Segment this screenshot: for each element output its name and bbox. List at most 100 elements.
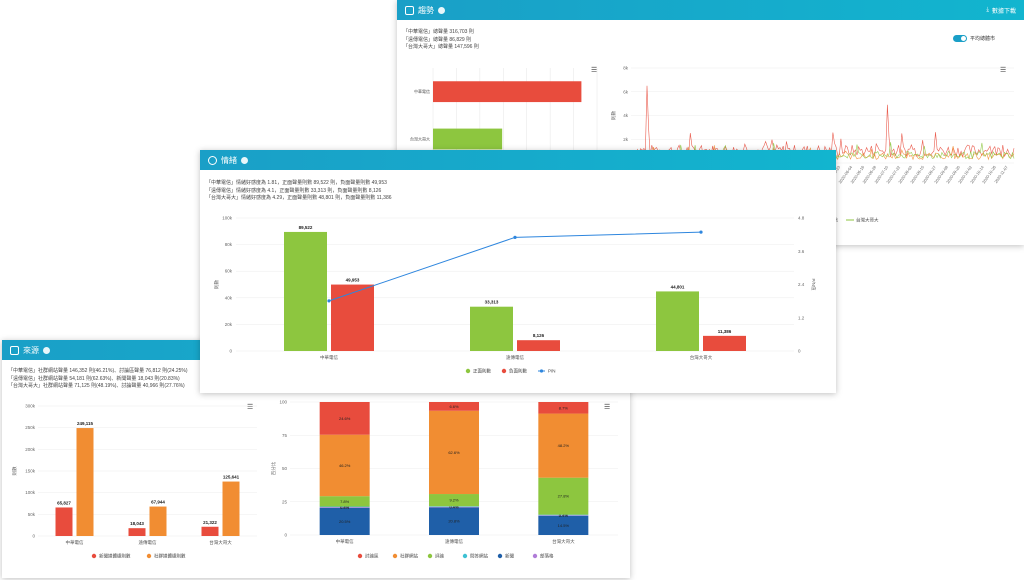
tick-label: 75 — [282, 433, 288, 438]
bar — [656, 291, 699, 351]
data-label: 44,801 — [671, 284, 685, 289]
legend-label: 評論 — [435, 553, 444, 560]
legend-label: 社群網站 — [400, 553, 418, 560]
sentiment-panel: 情緒 「中華電信」情緒好感度為 1.81，正面聲量則數 89,522 則，負面聲… — [200, 150, 836, 393]
axis-label: 百分比 — [270, 461, 277, 475]
bar — [149, 506, 167, 536]
data-label: 33,313 — [485, 300, 499, 305]
bar — [331, 284, 374, 351]
data-label: 6.6% — [449, 404, 459, 409]
bar — [55, 507, 73, 536]
axis-label: P/N值 — [810, 278, 817, 291]
chart-menu-icon[interactable]: ☰ — [591, 67, 598, 74]
legend-marker — [427, 553, 433, 559]
source-summary-line: 「中華電信」社群網站聲量 146,352 則(46.21%)、討論區聲量 76,… — [8, 368, 188, 374]
bar-segment — [429, 402, 479, 411]
category-label: 台灣大哥大 — [690, 354, 713, 361]
data-label: 249,115 — [77, 421, 94, 426]
tick-label: 200k — [25, 447, 36, 452]
sentiment-summary: 「中華電信」情緒好感度為 1.81，正面聲量則數 89,522 則，負面聲量則數… — [200, 170, 836, 203]
bar-segment — [429, 507, 479, 535]
legend-marker — [91, 553, 97, 559]
sentiment-header: 情緒 — [200, 150, 836, 170]
tick-label: 100 — [279, 400, 287, 405]
category-label: 中華電信 — [336, 538, 354, 545]
data-label: 14.5% — [558, 523, 570, 528]
bar-segment — [538, 477, 589, 515]
info-icon[interactable] — [43, 346, 50, 354]
pn-point — [327, 299, 331, 303]
pn-point — [699, 230, 703, 234]
smile-icon — [208, 155, 217, 165]
info-icon[interactable] — [438, 6, 445, 14]
sentiment-chart: 0 20k 40k 60k 80k 100k 0 1.2 2.4 3.6 4.8 則數 P/N值 89,5… — [213, 216, 817, 375]
source-summary-line: 「台灣大哥大」社群網站聲量 71,125 則(48.19%)、討論聲量 40,9… — [8, 383, 185, 389]
bar — [703, 335, 746, 351]
data-label: 62.6% — [448, 450, 460, 455]
trend-header: 趨勢 ⤓ 數據下載 — [397, 0, 1024, 20]
category-label: 中華電信 — [414, 88, 430, 94]
legend-marker — [357, 553, 363, 559]
bar-segment — [538, 402, 589, 414]
data-label: 20.8% — [448, 519, 460, 524]
tick-label: 3.6 — [798, 249, 805, 254]
pn-point — [513, 235, 517, 239]
info-icon[interactable] — [241, 156, 248, 164]
data-label: 21,322 — [203, 520, 217, 525]
axis-label: 則數 — [213, 280, 220, 289]
category-label: 遠傳電信 — [445, 538, 463, 545]
tick-label: 100k — [25, 490, 36, 495]
legend-label: 正面則數 — [473, 368, 491, 375]
legend-label: 討論區 — [365, 553, 379, 560]
toggle-switch[interactable] — [953, 35, 967, 42]
chart-icon — [10, 345, 19, 355]
data-label: 125,641 — [223, 475, 240, 480]
tick-label: 6k — [623, 89, 629, 94]
tick-label: 40k — [225, 295, 233, 300]
legend-label: 部落格 — [540, 553, 554, 560]
download-icon: ⤓ — [986, 6, 989, 13]
legend-label: 負面則數 — [509, 368, 527, 375]
tick-label: 50 — [282, 466, 288, 471]
tick-label: 4.8 — [798, 216, 805, 221]
legend-marker — [146, 553, 152, 559]
legend-label: 新聞媒體總則數 — [99, 553, 131, 560]
sentiment-summary-line: 「台灣大哥大」情緒好感度為 4.29，正面聲量則數 48,801 則，負面聲量則… — [206, 195, 392, 201]
data-label: 24.6% — [339, 416, 351, 421]
source-summary: 「中華電信」社群網站聲量 146,352 則(46.21%)、討論區聲量 76,… — [2, 360, 630, 391]
bar-segment — [319, 506, 370, 508]
tick-label: 0 — [284, 533, 287, 538]
data-label: 89,522 — [299, 225, 313, 230]
bar-segment — [429, 494, 479, 507]
average-toggle[interactable]: 平均總體市 — [953, 35, 995, 42]
data-label: 46.2% — [339, 463, 351, 468]
chart-menu-icon[interactable]: ☰ — [604, 404, 611, 411]
legend-label: P/N — [548, 369, 556, 374]
bar-segment — [319, 434, 370, 497]
legend-label: 新聞 — [505, 553, 514, 560]
legend-marker — [501, 368, 507, 374]
tick-label: 2.4 — [798, 282, 805, 287]
tick-label: 8k — [623, 66, 629, 71]
legend-marker — [532, 553, 538, 559]
tick-label: 0 — [229, 349, 232, 354]
bar — [201, 526, 219, 536]
data-label: 49,953 — [346, 278, 360, 283]
bar — [433, 81, 582, 103]
legend-label: 社群媒體總則數 — [154, 553, 186, 560]
data-label: 67,944 — [151, 500, 165, 505]
tick-label: 60k — [225, 269, 233, 274]
chart-menu-icon[interactable]: ☰ — [247, 404, 254, 411]
download-button[interactable]: ⤓ 數據下載 — [986, 6, 1016, 15]
trend-summary-line: 「中華電信」總聲量 316,703 則 — [403, 29, 474, 35]
chart-menu-icon[interactable]: ☰ — [1000, 67, 1007, 74]
legend-marker — [539, 369, 544, 373]
tick-label: 0 — [32, 534, 35, 539]
tick-label: 250k — [25, 425, 36, 430]
data-label: 0.5% — [340, 505, 350, 510]
bar-segment — [538, 514, 589, 516]
bar-segment — [538, 413, 589, 478]
bar — [222, 481, 240, 536]
data-label: 48.2% — [558, 443, 570, 448]
tick-label: 25 — [282, 499, 288, 504]
